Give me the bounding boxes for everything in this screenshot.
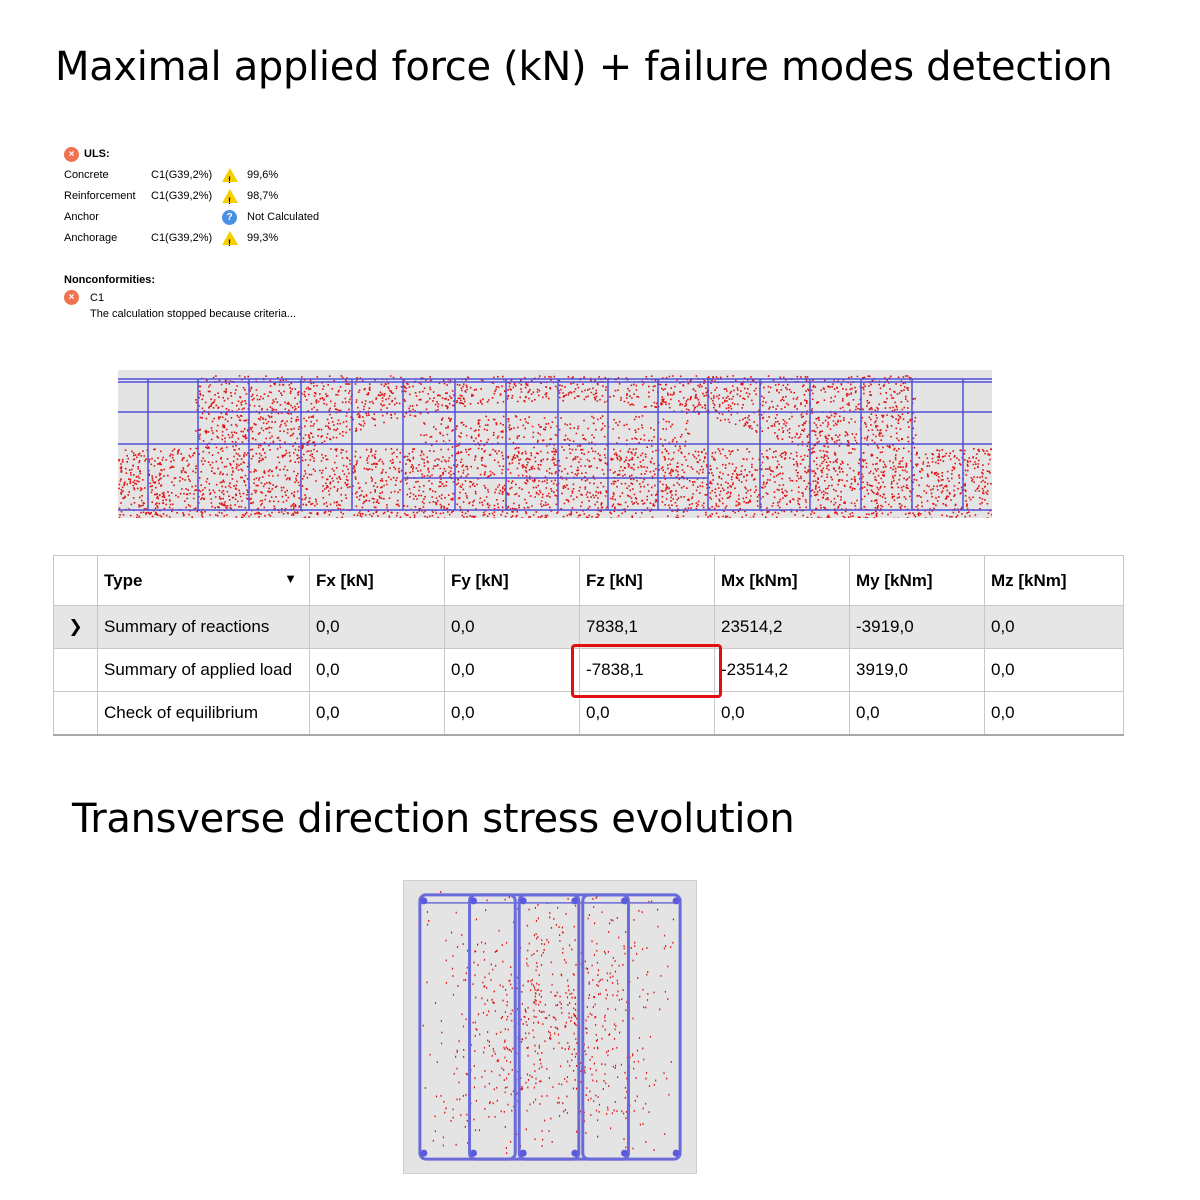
nonconformity-message: The calculation stopped because criteria… (90, 308, 297, 320)
table-row[interactable]: ❯ Summary of reactions 0,0 0,0 7838,1 23… (53, 605, 1124, 649)
cell-fz: 7838,1 (579, 605, 715, 649)
table-row[interactable]: Check of equilibrium 0,0 0,0 0,0 0,0 0,0… (53, 691, 1124, 736)
cell-mz: 0,0 (984, 691, 1124, 736)
table-header-row: Type ▼ Fx [kN] Fy [kN] Fz [kN] Mx [kNm] M… (53, 555, 1124, 606)
header-expander-cell (53, 555, 98, 606)
column-header-my[interactable]: My [kNm] (849, 555, 985, 606)
cell-mz: 0,0 (984, 605, 1124, 649)
nonconformities-title: Nonconformities: (64, 274, 156, 286)
crack-points (422, 891, 675, 1161)
uls-row-label: Concrete (64, 169, 109, 181)
cell-fy: 0,0 (444, 605, 580, 649)
column-header-fy[interactable]: Fy [kN] (444, 555, 580, 606)
uls-row-label: Anchorage (64, 232, 118, 244)
warning-icon (222, 231, 238, 254)
expander-cell (53, 691, 98, 736)
column-header-label: Type (104, 570, 143, 590)
cell-my: 0,0 (849, 691, 985, 736)
cell-my: -3919,0 (849, 605, 985, 649)
cell-my: 3919,0 (849, 648, 985, 692)
chevron-right-icon[interactable]: ❯ (53, 605, 98, 649)
uls-row-label: Reinforcement (64, 190, 136, 202)
cell-fx: 0,0 (309, 648, 445, 692)
uls-row-value: Not Calculated (247, 211, 320, 223)
uls-row-combo: C1(G39,2%) (151, 190, 213, 202)
cell-fy: 0,0 (444, 691, 580, 736)
nonconformities-panel: Nonconformities: × C1 The calculation st… (64, 272, 296, 322)
cell-mx: 0,0 (714, 691, 850, 736)
cell-fx: 0,0 (309, 691, 445, 736)
cell-fz: 0,0 (579, 691, 715, 736)
filter-icon[interactable]: ▼ (284, 570, 297, 586)
error-icon: × (64, 290, 79, 305)
cell-mx: 23514,2 (714, 605, 850, 649)
uls-title: ULS: (84, 148, 110, 160)
reactions-table: Type ▼ Fx [kN] Fy [kN] Fz [kN] Mx [kNm] M… (53, 555, 1124, 736)
cell-fz: -7838,1 (579, 648, 715, 692)
cell-fx: 0,0 (309, 605, 445, 649)
warning-icon (222, 168, 238, 191)
expander-cell (53, 648, 98, 692)
column-header-fz[interactable]: Fz [kN] (579, 555, 715, 606)
crack-marks (422, 891, 675, 1161)
cell-fy: 0,0 (444, 648, 580, 692)
cell-mz: 0,0 (984, 648, 1124, 692)
crack-marks (118, 375, 992, 518)
cross-section-stress-pattern (403, 880, 697, 1174)
column-header-mz[interactable]: Mz [kNm] (984, 555, 1124, 606)
main-heading: Maximal applied force (kN) + failure mod… (55, 44, 1113, 90)
rebar-stirrups (418, 893, 682, 1161)
question-icon: ? (222, 209, 237, 225)
uls-row-combo: C1(G39,2%) (151, 169, 213, 181)
cell-type: Summary of applied load (97, 648, 310, 692)
cell-type: Summary of reactions (97, 605, 310, 649)
rebar-bars (420, 897, 680, 1157)
table-row[interactable]: Summary of applied load 0,0 0,0 -7838,1 … (53, 648, 1124, 692)
rebar-cage (118, 378, 992, 511)
nonconformity-id: C1 (90, 292, 105, 304)
transverse-heading: Transverse direction stress evolution (72, 796, 795, 842)
uls-row-label: Anchor (64, 211, 99, 223)
error-icon: × (64, 146, 79, 162)
uls-row-combo: C1(G39,2%) (151, 232, 213, 244)
column-header-type[interactable]: Type ▼ (97, 555, 310, 606)
uls-row-value: 99,6% (247, 169, 279, 181)
column-header-mx[interactable]: Mx [kNm] (714, 555, 850, 606)
nonconformity-item[interactable]: × C1 (64, 290, 296, 306)
uls-row-value: 99,3% (247, 232, 279, 244)
warning-icon (222, 189, 238, 212)
uls-row-value: 98,7% (247, 190, 279, 202)
column-header-fx[interactable]: Fx [kN] (309, 555, 445, 606)
beam-crack-pattern (118, 370, 992, 518)
cell-mx: -23514,2 (714, 648, 850, 692)
crack-points (118, 375, 992, 518)
cell-type: Check of equilibrium (97, 691, 310, 736)
